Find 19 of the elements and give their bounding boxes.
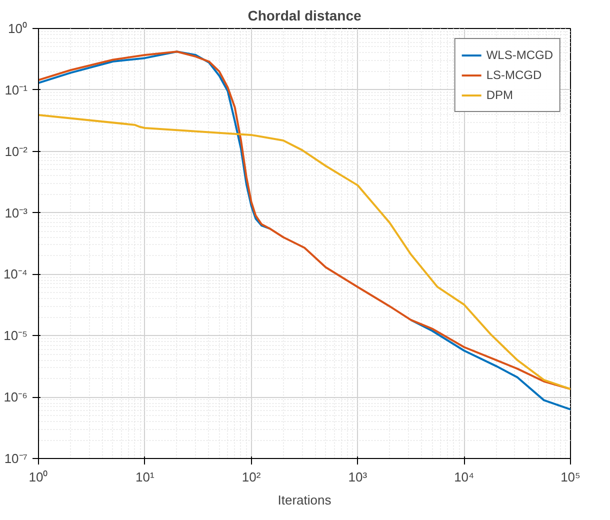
x-tick-label: 10¹ <box>136 470 155 484</box>
x-tick-label: 10² <box>242 470 262 484</box>
legend-label: DPM <box>486 88 513 102</box>
y-tick-label: 10⁻⁶ <box>4 390 28 405</box>
y-tick-label: 10⁻⁷ <box>4 451 28 466</box>
legend-label: LS-MCGD <box>486 68 542 82</box>
x-tick-label: 10⁵ <box>560 470 580 484</box>
x-tick-label: 10³ <box>348 470 368 484</box>
x-tick-label: 10⁰ <box>28 470 48 484</box>
y-tick-label: 10⁻¹ <box>4 82 28 98</box>
y-tick-label: 10⁻² <box>4 144 28 159</box>
y-tick-label: 10⁻⁵ <box>4 328 28 344</box>
x-tick-label: 10⁴ <box>454 470 474 484</box>
legend-label: WLS-MCGD <box>486 48 553 62</box>
x-axis-title: Iterations <box>278 492 332 508</box>
y-tick-label: 10⁻³ <box>4 205 28 220</box>
chart-title: Chordal distance <box>248 8 362 24</box>
y-tick-label: 10⁰ <box>8 21 28 36</box>
y-tick-label: 10⁻⁴ <box>3 266 28 282</box>
